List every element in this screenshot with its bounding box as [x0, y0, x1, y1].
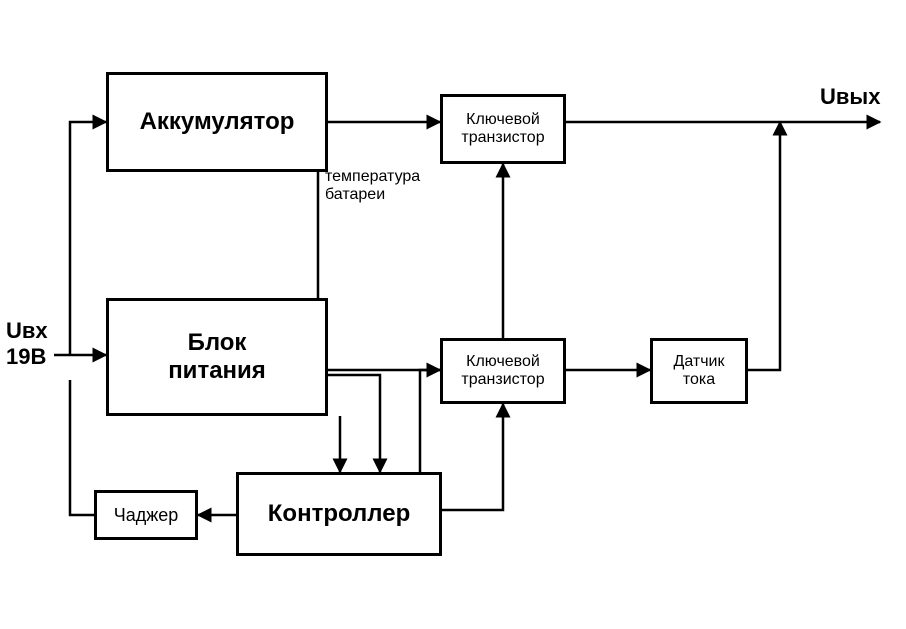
- edge-sensor-to-out: [748, 122, 780, 370]
- node-controller: Контроллер: [236, 472, 442, 556]
- node-battery-label: Аккумулятор: [140, 108, 295, 136]
- input-voltage-label: Uвх 19В: [6, 318, 48, 370]
- node-psu-label: Блок питания: [168, 329, 266, 384]
- node-key-transistor-2: Ключевой транзистор: [440, 338, 566, 404]
- node-key2-label: Ключевой транзистор: [461, 353, 544, 390]
- edge-ctrl-to-key2: [442, 404, 503, 510]
- node-psu: Блок питания: [106, 298, 328, 416]
- edge-charger-loop: [70, 380, 94, 515]
- battery-temperature-label: температура батареи: [325, 168, 420, 204]
- node-charger: Чаджер: [94, 490, 198, 540]
- node-sensor-label: Датчик тока: [674, 353, 725, 390]
- edge-in-to-battery: [70, 122, 106, 355]
- node-key-transistor-1: Ключевой транзистор: [440, 94, 566, 164]
- node-charger-label: Чаджер: [114, 505, 179, 526]
- output-voltage-label: Uвых: [820, 84, 880, 110]
- edge-ctrl-to-key1: [420, 164, 503, 472]
- node-controller-label: Контроллер: [268, 500, 410, 528]
- node-current-sensor: Датчик тока: [650, 338, 748, 404]
- node-key1-label: Ключевой транзистор: [461, 111, 544, 148]
- node-battery: Аккумулятор: [106, 72, 328, 172]
